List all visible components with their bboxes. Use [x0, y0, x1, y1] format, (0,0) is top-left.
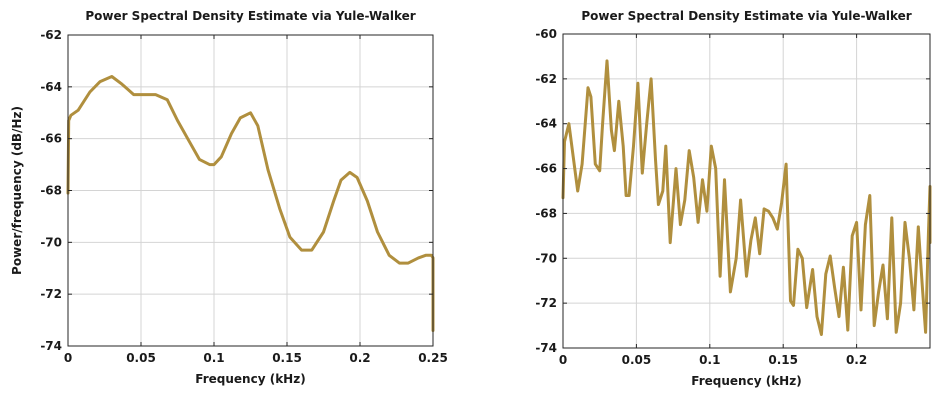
y-tick-label: -62 [40, 28, 62, 42]
x-tick-label: 0.15 [768, 353, 798, 367]
x-axis-label: Frequency (kHz) [691, 374, 801, 388]
x-tick-label: 0 [559, 353, 567, 367]
x-tick-label: 0.05 [622, 353, 652, 367]
y-axis-label: Power/frequency (dB/Hz) [10, 106, 24, 275]
y-tick-label: -64 [535, 117, 557, 131]
x-tick-label: 0.15 [272, 351, 302, 365]
y-tick-label: -70 [40, 235, 62, 249]
y-tick-label: -64 [40, 80, 62, 94]
series-line [561, 59, 932, 336]
chart-title: Power Spectral Density Estimate via Yule… [85, 9, 415, 23]
x-tick-label: 0.2 [846, 353, 867, 367]
y-tick-label: -68 [40, 184, 62, 198]
x-tick-label: 0.25 [418, 351, 448, 365]
y-tick-label: -74 [40, 339, 62, 353]
y-tick-label: -72 [40, 287, 62, 301]
chart-2: 0 0.05 0.1 0.15 0.2 -74 -72 -70 -68 -66 -64 -62 -60 P… [535, 9, 932, 388]
x-tick-label: 0.1 [203, 351, 224, 365]
chart-title: Power Spectral Density Estimate via Yule… [581, 9, 911, 23]
axes-frame [562, 33, 931, 349]
y-tick-label: -68 [535, 206, 557, 220]
y-tick-label: -66 [535, 162, 557, 176]
x-tick-label: 0.1 [699, 353, 720, 367]
plot-area [563, 34, 930, 348]
x-axis-label: Frequency (kHz) [195, 372, 305, 386]
y-tick-label: -60 [535, 27, 557, 41]
chart-1: 0 0.05 0.1 0.15 0.2 0.25 -74 -72 -70 -68 -66 -64 -62… [10, 9, 448, 386]
series-line [66, 75, 435, 332]
y-tick-label: -62 [535, 72, 557, 86]
x-tick-label: 0 [64, 351, 72, 365]
x-tick-label: 0.2 [349, 351, 370, 365]
y-tick-label: -72 [535, 296, 557, 310]
y-tick-label: -74 [535, 341, 557, 355]
x-tick-label: 0.05 [126, 351, 156, 365]
y-tick-label: -70 [535, 251, 557, 265]
y-tick-label: -66 [40, 132, 62, 146]
